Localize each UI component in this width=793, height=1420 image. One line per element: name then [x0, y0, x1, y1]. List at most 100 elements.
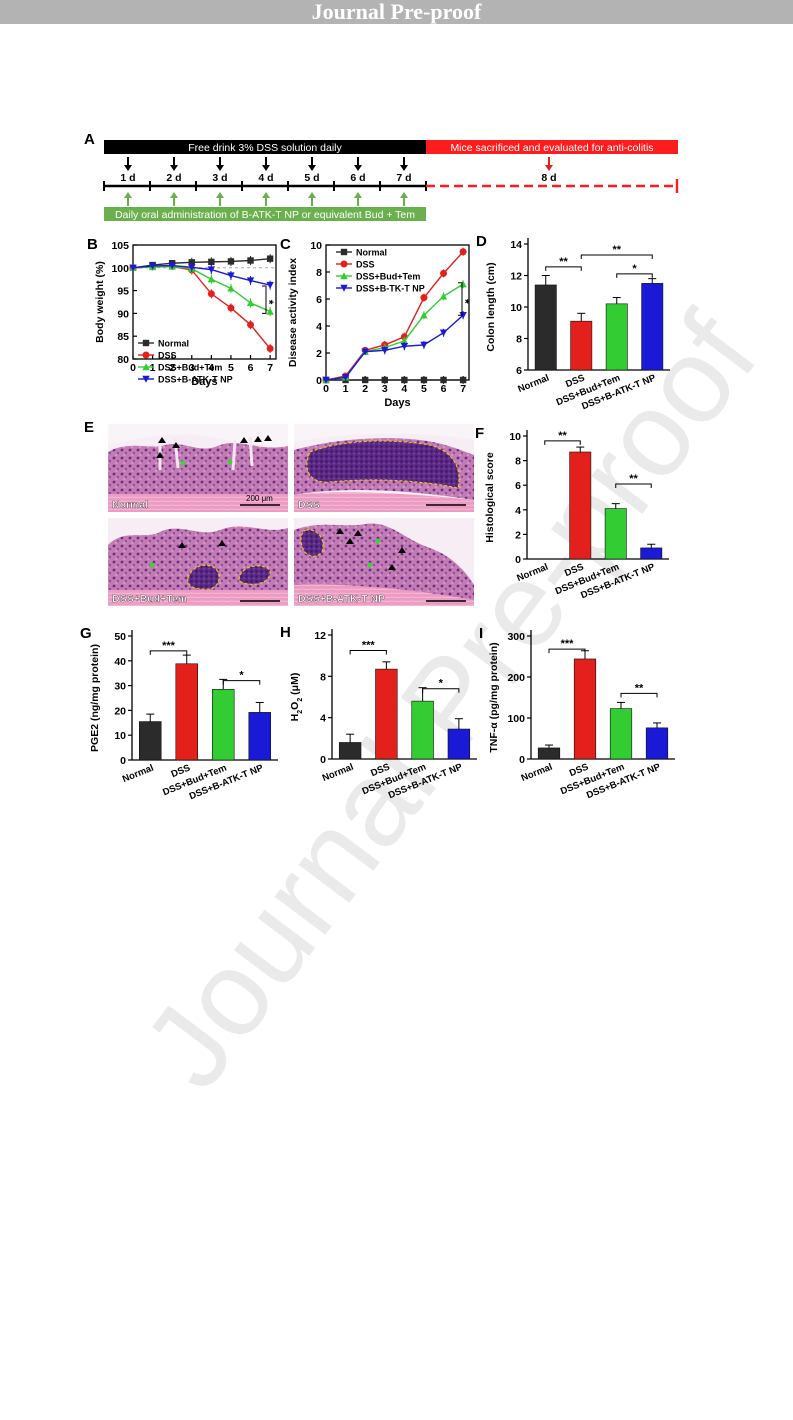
marker-inverted-triangle — [459, 312, 467, 319]
significance-bracket — [349, 650, 387, 655]
administration-bar-label: Daily oral administration of B-ATK-T NP … — [115, 209, 415, 221]
legend-label: DSS — [356, 260, 375, 270]
bar — [604, 508, 627, 560]
bar — [447, 728, 471, 760]
bar — [537, 747, 561, 760]
dss-bar — [104, 140, 426, 154]
y-tick-label: 6 — [316, 294, 322, 306]
panel-label: C — [280, 236, 291, 253]
day-label: 4 d — [258, 172, 273, 184]
marker-inverted-triangle — [129, 264, 137, 272]
series-line — [325, 251, 464, 381]
y-tick-label: 4 — [515, 505, 521, 517]
marker-inverted-triangle — [439, 329, 448, 337]
bar — [605, 303, 628, 371]
series-1 — [322, 247, 467, 384]
x-axis-label: Days — [384, 397, 410, 409]
y-tick-label: 8 — [320, 671, 326, 683]
marker-circle — [142, 351, 150, 359]
marker-triangle — [246, 299, 255, 307]
x-tick-label: 5 — [421, 383, 427, 395]
marker-square — [459, 376, 467, 384]
y-tick-label: 0 — [320, 754, 326, 766]
marker-inverted-triangle — [188, 264, 196, 272]
marker-inverted-triangle — [361, 348, 369, 356]
x-tick-label: 0 — [323, 383, 329, 395]
bar — [645, 727, 669, 760]
day-arrow-head — [124, 165, 132, 171]
bar — [570, 320, 593, 371]
significance-label: ** — [635, 682, 644, 694]
marker-triangle — [420, 311, 428, 319]
marker-square — [401, 376, 408, 384]
marker-triangle — [459, 280, 467, 288]
marker-triangle — [400, 337, 409, 345]
significance-bracket — [544, 440, 581, 445]
legend-label: DSS+Bud+Tem — [356, 272, 420, 282]
x-tick-label: 4 — [208, 362, 214, 374]
x-tick-label: 6 — [441, 383, 447, 395]
marker-inverted-triangle — [227, 272, 235, 280]
marker-circle — [420, 294, 428, 302]
day-arrow-head — [354, 165, 362, 171]
y-tick-label: 6 — [516, 365, 522, 377]
final-day-arrow-head — [545, 165, 553, 171]
x-tick-label: 2 — [362, 383, 368, 395]
marker-inverted-triangle — [341, 374, 350, 381]
significance-label: * — [262, 300, 276, 305]
x-tick-label: 1 — [150, 362, 156, 374]
significance-label: * — [439, 678, 444, 690]
y-tick-label: 10 — [510, 302, 522, 314]
y-tick-label: 10 — [310, 240, 322, 252]
significance-label: ** — [612, 244, 621, 256]
marker-square — [208, 258, 215, 266]
y-tick-label: 95 — [117, 286, 129, 298]
figure: A Free drink 3% DSS solution daily Mice … — [80, 131, 679, 802]
chart-panel-c: C 0 2 4 6 8 10 0 1 2 3 4 5 6 7 Days Disease activity ind… — [280, 236, 472, 409]
y-tick-label: 30 — [114, 681, 126, 693]
day-label: 5 d — [304, 172, 319, 184]
y-tick-label: 105 — [111, 240, 129, 252]
marker-triangle — [207, 275, 216, 283]
x-tick-label: 2 — [169, 362, 175, 374]
y-tick-label: 8 — [316, 267, 322, 279]
panel-label: H — [280, 624, 291, 641]
plot-frame — [132, 244, 277, 360]
y-tick-label: 8 — [516, 334, 522, 346]
bar — [139, 721, 162, 761]
series-2 — [129, 262, 274, 317]
y-tick-label: 0 — [316, 375, 322, 387]
marker-inverted-triangle — [322, 376, 330, 384]
day-label: 7 d — [396, 172, 411, 184]
series-line — [132, 264, 271, 286]
bar — [248, 712, 272, 761]
y-tick-label: 200 — [507, 672, 525, 684]
admin-arrow-head — [354, 192, 362, 198]
marker-square — [188, 259, 195, 266]
marker-circle — [340, 260, 348, 268]
significance-label: * — [632, 263, 637, 275]
y-axis-label: Body weight (%) — [94, 261, 106, 343]
series-line — [132, 265, 271, 313]
y-axis-label: Histological score — [484, 452, 496, 543]
bar — [375, 668, 398, 760]
y-tick-label: 85 — [117, 331, 129, 343]
x-tick-label: 0 — [130, 362, 136, 374]
panel-label: F — [475, 425, 484, 442]
marker-circle — [207, 290, 215, 298]
significance-bracket — [262, 285, 267, 314]
y-tick-label: 10 — [114, 730, 126, 742]
journal-banner: Journal Pre-proof — [0, 0, 793, 24]
x-tick-label: 6 — [248, 362, 254, 374]
panel-label-a: A — [84, 131, 95, 148]
marker-inverted-triangle — [266, 281, 274, 289]
admin-arrow-head — [308, 192, 316, 198]
bar — [338, 742, 362, 760]
marker-square — [247, 257, 254, 264]
day-arrow-head — [216, 165, 224, 171]
marker-square — [381, 376, 388, 384]
marker-inverted-triangle — [168, 262, 176, 270]
